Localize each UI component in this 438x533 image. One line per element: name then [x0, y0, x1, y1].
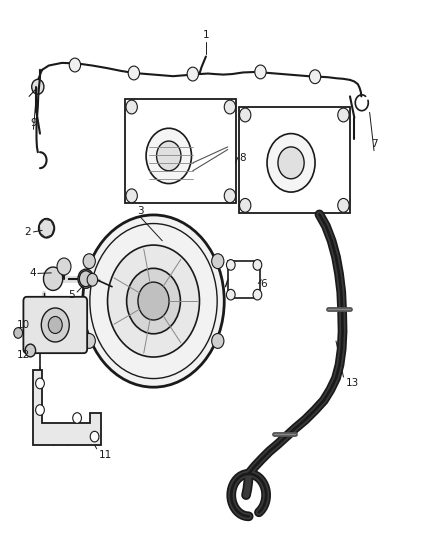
Circle shape: [253, 260, 262, 270]
Circle shape: [41, 308, 69, 342]
Circle shape: [224, 100, 236, 114]
Circle shape: [338, 198, 349, 212]
Circle shape: [187, 67, 198, 81]
Circle shape: [14, 328, 22, 338]
Text: 2: 2: [25, 227, 32, 237]
Circle shape: [127, 268, 180, 334]
Circle shape: [32, 79, 44, 94]
Circle shape: [79, 271, 92, 287]
FancyBboxPatch shape: [23, 297, 87, 353]
Polygon shape: [33, 370, 101, 445]
Circle shape: [43, 267, 63, 290]
Circle shape: [156, 141, 181, 171]
Text: 3: 3: [137, 206, 144, 216]
Circle shape: [255, 65, 266, 79]
Circle shape: [126, 189, 138, 203]
Text: 4: 4: [29, 269, 36, 278]
Circle shape: [309, 70, 321, 84]
Circle shape: [83, 334, 95, 349]
Circle shape: [267, 134, 315, 192]
Circle shape: [57, 258, 71, 275]
Text: 11: 11: [99, 450, 112, 460]
Circle shape: [212, 334, 224, 349]
Circle shape: [224, 189, 236, 203]
Circle shape: [90, 431, 99, 442]
Text: 5: 5: [68, 289, 75, 300]
Text: 1: 1: [203, 30, 209, 41]
Circle shape: [35, 405, 44, 415]
Circle shape: [87, 273, 98, 286]
Circle shape: [126, 100, 138, 114]
Text: 8: 8: [240, 152, 246, 163]
Circle shape: [278, 147, 304, 179]
Circle shape: [39, 219, 54, 238]
Circle shape: [35, 378, 44, 389]
Circle shape: [48, 317, 62, 334]
Text: 7: 7: [371, 139, 377, 149]
Circle shape: [69, 58, 81, 72]
Text: 12: 12: [17, 350, 31, 360]
Circle shape: [138, 282, 169, 320]
Circle shape: [338, 108, 349, 122]
Circle shape: [253, 289, 262, 300]
Circle shape: [83, 254, 95, 269]
Text: 6: 6: [261, 279, 267, 288]
Circle shape: [240, 198, 251, 212]
Circle shape: [83, 215, 224, 387]
Text: 10: 10: [17, 320, 30, 330]
Circle shape: [78, 269, 94, 288]
Circle shape: [226, 289, 235, 300]
Circle shape: [25, 344, 35, 357]
Circle shape: [108, 245, 199, 357]
Circle shape: [73, 413, 81, 423]
Circle shape: [212, 254, 224, 269]
Circle shape: [146, 128, 191, 183]
Circle shape: [128, 66, 140, 80]
Text: 13: 13: [346, 378, 359, 389]
Circle shape: [226, 260, 235, 270]
Circle shape: [240, 108, 251, 122]
Text: 9: 9: [30, 118, 37, 128]
